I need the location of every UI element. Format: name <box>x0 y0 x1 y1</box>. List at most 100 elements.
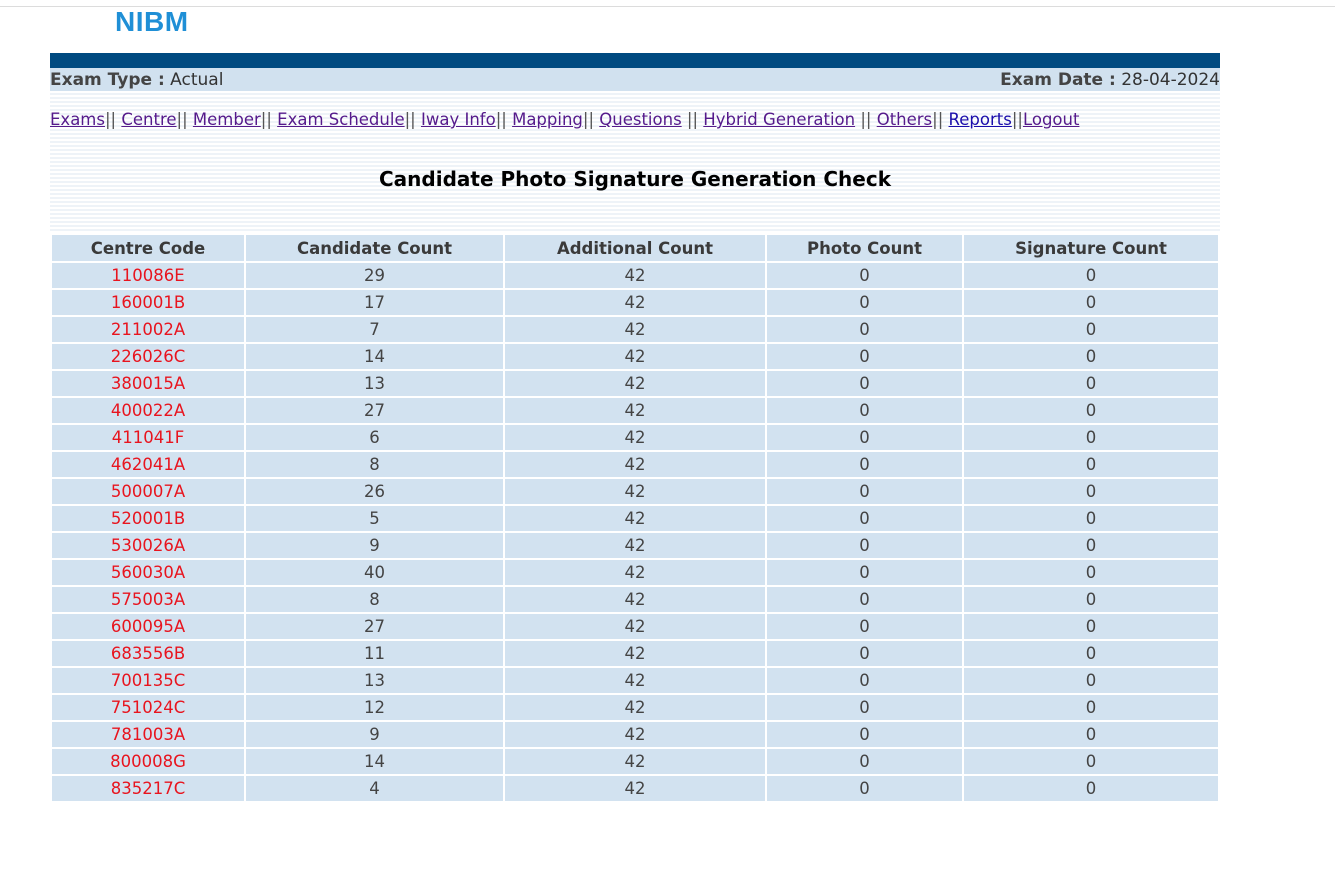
nav-separator: || <box>686 110 699 129</box>
additional-count-cell: 42 <box>505 614 765 639</box>
centre-code-cell: 800008G <box>52 749 244 774</box>
nav-separator: || <box>495 110 507 129</box>
photo-count-cell: 0 <box>767 371 962 396</box>
photo-count-cell: 0 <box>767 425 962 450</box>
table-row: 575003A 8 42 0 0 <box>52 587 1218 612</box>
signature-count-cell: 0 <box>964 614 1218 639</box>
table-row: 520001B 5 42 0 0 <box>52 506 1218 531</box>
nav-link-centre[interactable]: Centre <box>121 110 177 129</box>
table-row: 160001B 17 42 0 0 <box>52 290 1218 315</box>
additional-count-cell: 42 <box>505 722 765 747</box>
signature-count-cell: 0 <box>964 587 1218 612</box>
additional-count-cell: 42 <box>505 263 765 288</box>
nav-link-iway-info[interactable]: Iway Info <box>420 110 496 129</box>
additional-count-cell: 42 <box>505 290 765 315</box>
nav-area: Exams|| Centre|| Member|| Exam Schedule|… <box>50 91 1220 251</box>
additional-count-cell: 42 <box>505 371 765 396</box>
signature-count-cell: 0 <box>964 560 1218 585</box>
signature-count-cell: 0 <box>964 479 1218 504</box>
nav-link-member[interactable]: Member <box>192 110 261 129</box>
centre-code-cell: 520001B <box>52 506 244 531</box>
signature-count-cell: 0 <box>964 533 1218 558</box>
signature-count-cell: 0 <box>964 371 1218 396</box>
nav-link-hybrid-generation[interactable]: Hybrid Generation <box>703 110 856 129</box>
centre-code-cell: 411041F <box>52 425 244 450</box>
main-nav: Exams|| Centre|| Member|| Exam Schedule|… <box>50 110 1079 129</box>
table-row: 500007A 26 42 0 0 <box>52 479 1218 504</box>
page-header: Exam Type : Actual Exam Date : 28-04-202… <box>50 53 1220 251</box>
column-header-signature-count: Signature Count <box>964 235 1218 261</box>
photo-count-cell: 0 <box>767 668 962 693</box>
additional-count-cell: 42 <box>505 560 765 585</box>
exam-date-label: Exam Date : <box>1000 70 1116 90</box>
additional-count-cell: 42 <box>505 587 765 612</box>
signature-count-cell: 0 <box>964 263 1218 288</box>
exam-type: Exam Type : Actual <box>50 68 223 92</box>
nav-separator: || <box>176 110 188 129</box>
centre-code-cell: 683556B <box>52 641 244 666</box>
candidate-count-cell: 4 <box>246 776 503 801</box>
centre-code-cell: 462041A <box>52 452 244 477</box>
nav-separator: || <box>1011 110 1023 129</box>
candidate-count-cell: 40 <box>246 560 503 585</box>
nav-link-exam-schedule[interactable]: Exam Schedule <box>277 110 405 129</box>
candidate-count-cell: 14 <box>246 749 503 774</box>
additional-count-cell: 42 <box>505 776 765 801</box>
photo-count-cell: 0 <box>767 398 962 423</box>
table-row: 226026C 14 42 0 0 <box>52 344 1218 369</box>
table-body: 110086E 29 42 0 0 160001B 17 42 0 0 211002A 7 42 0 0 22… <box>52 263 1218 801</box>
additional-count-cell: 42 <box>505 506 765 531</box>
additional-count-cell: 42 <box>505 749 765 774</box>
centre-code-cell: 400022A <box>52 398 244 423</box>
signature-count-cell: 0 <box>964 641 1218 666</box>
table-row: 380015A 13 42 0 0 <box>52 371 1218 396</box>
additional-count-cell: 42 <box>505 425 765 450</box>
results-table: Centre Code Candidate Count Additional C… <box>50 233 1220 803</box>
nav-link-mapping[interactable]: Mapping <box>512 110 583 129</box>
additional-count-cell: 42 <box>505 668 765 693</box>
candidate-count-cell: 27 <box>246 614 503 639</box>
centre-code-cell: 530026A <box>52 533 244 558</box>
photo-count-cell: 0 <box>767 695 962 720</box>
signature-count-cell: 0 <box>964 506 1218 531</box>
centre-code-cell: 110086E <box>52 263 244 288</box>
signature-count-cell: 0 <box>964 344 1218 369</box>
candidate-count-cell: 29 <box>246 263 503 288</box>
nav-link-questions[interactable]: Questions <box>599 110 682 129</box>
photo-count-cell: 0 <box>767 587 962 612</box>
photo-count-cell: 0 <box>767 263 962 288</box>
photo-count-cell: 0 <box>767 614 962 639</box>
centre-code-cell: 380015A <box>52 371 244 396</box>
nav-link-reports[interactable]: Reports <box>948 110 1012 129</box>
additional-count-cell: 42 <box>505 479 765 504</box>
table-row: 600095A 27 42 0 0 <box>52 614 1218 639</box>
candidate-count-cell: 17 <box>246 290 503 315</box>
column-header-candidate-count: Candidate Count <box>246 235 503 261</box>
table-row: 400022A 27 42 0 0 <box>52 398 1218 423</box>
centre-code-cell: 575003A <box>52 587 244 612</box>
nav-link-others[interactable]: Others <box>876 110 933 129</box>
centre-code-cell: 211002A <box>52 317 244 342</box>
nav-separator: || <box>260 110 272 129</box>
signature-count-cell: 0 <box>964 290 1218 315</box>
table-row: 751024C 12 42 0 0 <box>52 695 1218 720</box>
centre-code-cell: 751024C <box>52 695 244 720</box>
signature-count-cell: 0 <box>964 749 1218 774</box>
photo-count-cell: 0 <box>767 452 962 477</box>
signature-count-cell: 0 <box>964 668 1218 693</box>
candidate-count-cell: 9 <box>246 722 503 747</box>
top-divider <box>0 6 1335 7</box>
additional-count-cell: 42 <box>505 398 765 423</box>
centre-code-cell: 226026C <box>52 344 244 369</box>
photo-count-cell: 0 <box>767 560 962 585</box>
table-row: 800008G 14 42 0 0 <box>52 749 1218 774</box>
centre-code-cell: 500007A <box>52 479 244 504</box>
nav-separator: || <box>104 110 117 129</box>
exam-type-value: Actual <box>170 70 224 90</box>
nav-link-logout[interactable]: Logout <box>1022 110 1080 129</box>
candidate-count-cell: 12 <box>246 695 503 720</box>
candidate-count-cell: 27 <box>246 398 503 423</box>
column-header-photo-count: Photo Count <box>767 235 962 261</box>
nav-link-exams[interactable]: Exams <box>50 110 105 129</box>
table-row: 110086E 29 42 0 0 <box>52 263 1218 288</box>
